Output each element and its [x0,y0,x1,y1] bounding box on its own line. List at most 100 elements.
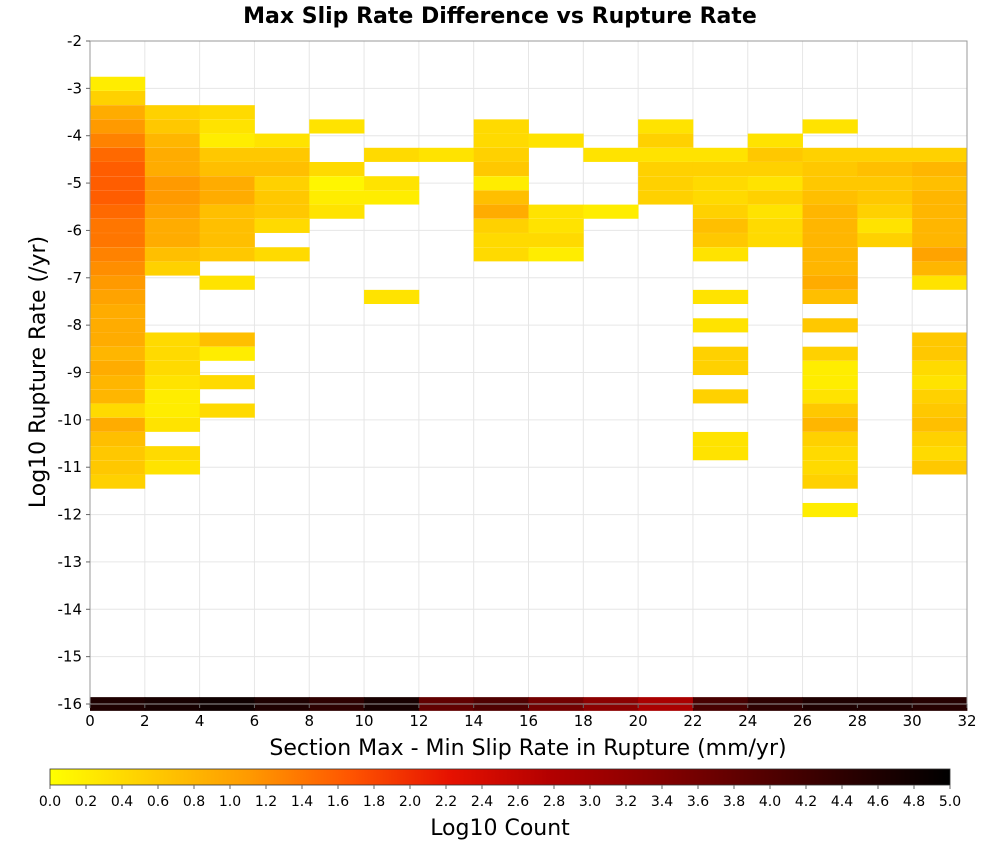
x-tick-label: 0 [85,712,95,730]
heatmap-cell [912,261,968,276]
colorbar-tick-label: 1.6 [327,794,349,810]
heatmap-cell [912,375,968,390]
heatmap-cell [912,147,968,162]
heatmap-cell [144,261,201,276]
heatmap-cell [144,460,201,475]
heatmap-cell [802,502,858,518]
heatmap-cell [90,204,146,219]
y-tick-label: -2 [67,32,82,50]
heatmap-cell [418,147,475,162]
x-tick-label: 4 [195,712,205,730]
heatmap-cell [802,289,858,304]
heatmap-cell [802,403,858,418]
colorbar-tick-label: 2.6 [507,794,529,810]
heatmap-cell [144,403,201,418]
heatmap-cell [912,360,968,376]
heatmap-cell [802,176,858,191]
colorbar-tick-label: 4.6 [867,794,889,810]
colorbar-tick-label: 3.6 [687,794,709,810]
heatmap-cell [254,204,310,219]
x-axis-label: Section Max - Min Slip Rate in Rupture (… [269,736,786,761]
colorbar-tick-label: 3.2 [615,794,637,810]
heatmap-cell [199,218,255,233]
heatmap-cell [692,204,749,219]
heatmap-cell [473,133,529,148]
heatmap-cell [309,190,365,205]
heatmap-cell [144,133,201,148]
heatmap-cell [90,190,146,205]
heatmap-cell [144,105,201,120]
heatmap-cell [199,190,255,205]
heatmap-cell [802,147,858,162]
heatmap-cell [802,119,858,134]
heatmap-cell [364,190,420,205]
colorbar-tick-label: 0.6 [147,794,169,810]
heatmap-cell [692,360,749,376]
y-tick-label: -8 [67,316,82,334]
colorbar-tick-label: 2.2 [435,794,457,810]
heatmap-cell [912,190,968,205]
colorbar-tick-label: 2.8 [543,794,565,810]
heatmap-cell [802,318,858,333]
heatmap-cell [802,346,858,361]
colorbar-tick-label: 4.2 [795,794,817,810]
heatmap-cell [692,218,749,233]
heatmap-cell [144,332,201,347]
x-tick-label: 28 [848,712,867,730]
x-tick-label: 18 [574,712,593,730]
heatmap-cell [254,218,310,233]
x-tick-label: 32 [957,712,976,730]
heatmap-cell [802,446,858,461]
colorbar-tick-label: 3.4 [651,794,673,810]
heatmap-cell [199,233,255,248]
heatmap-cell [912,176,968,191]
heatmap-cell [90,147,146,162]
heatmap-cell [638,119,694,134]
heatmap-cell [912,247,968,262]
x-tick-label: 24 [738,712,757,730]
heatmap-cell [199,119,255,134]
heatmap-cell [473,233,529,248]
y-tick-label: -9 [67,364,82,382]
heatmap-cell [912,446,968,461]
heatmap-cell [90,460,146,475]
x-tick-label: 16 [519,712,538,730]
heatmap-cell [144,360,201,376]
heatmap-cell [747,133,803,148]
heatmap-cell [912,403,968,418]
heatmap-cell [528,133,584,148]
heatmap-cell [692,247,749,262]
heatmap-cell [199,204,255,219]
x-tick-label: 10 [355,712,374,730]
heatmap-cell [802,275,858,290]
heatmap-cell [199,275,255,290]
heatmap-cell [473,247,529,262]
heatmap-cell [144,204,201,219]
heatmap-cell [802,218,858,233]
heatmap-cell [692,190,749,205]
y-tick-label: -11 [58,458,83,476]
heatmap-cell [857,204,913,219]
colorbar-tick-label: 4.8 [903,794,925,810]
heatmap-cell [144,119,201,134]
heatmap-cell [144,218,201,233]
heatmap-cell [199,346,255,361]
heatmap-cell [747,190,803,205]
colorbar [49,768,951,786]
heatmap-cell [254,133,310,148]
heatmap-cell [692,161,749,177]
heatmap-cell [90,446,146,461]
heatmap-cell [90,105,146,120]
colorbar-tick-label: 0.8 [183,794,205,810]
heatmap-cell [199,161,255,177]
heatmap-cell [802,233,858,248]
heatmap-cell [90,119,146,134]
colorbar-tick-label: 4.0 [759,794,781,810]
heatmap-cell [912,417,968,432]
heatmap-cell [90,275,146,290]
colorbar-ticks: 0.0 0.2 0.4 0.6 0.8 1.0 1.2 1.4 1.6 1.8 2.0 2.2 2.4 2… [39,785,961,810]
heatmap-cell [254,147,310,162]
heatmap-cell [638,161,694,177]
y-tick-label: -6 [67,221,82,239]
heatmap-cell [857,176,913,191]
